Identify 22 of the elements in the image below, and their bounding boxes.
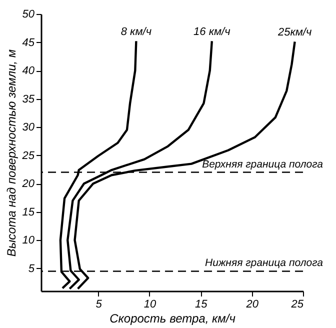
y-tick-label: 45: [22, 36, 36, 49]
x-tick-label: 25: [290, 298, 304, 310]
y-axis-title: Высота над поверхностью земли, м: [4, 49, 18, 257]
y-tick-label: 35: [22, 93, 36, 106]
ref-line-label: Нижняя граница полога: [205, 257, 324, 270]
y-tick-label: 15: [22, 206, 36, 218]
x-tick-label: 15: [195, 298, 208, 310]
y-tick-label: 40: [22, 65, 36, 78]
y-tick-label: 30: [22, 122, 36, 134]
y-tick-label: 25: [21, 150, 36, 162]
y-tick-label: 5: [28, 262, 36, 275]
x-tick-label: 5: [96, 298, 103, 310]
y-tick-label: 50: [22, 8, 36, 20]
ref-line-label: Верхняя граница полога: [202, 158, 324, 170]
y-tick-label: 10: [22, 234, 36, 247]
series-label: 25км/ч: [276, 26, 312, 39]
x-tick-label: 20: [245, 298, 260, 310]
x-tick-label: 10: [144, 298, 157, 310]
series-label: 16 км/ч: [194, 26, 231, 38]
x-axis-title: Скорость ветра, км/ч: [110, 312, 236, 326]
y-tick-label: 20: [21, 178, 36, 190]
series-label: 8 км/ч: [120, 26, 152, 38]
